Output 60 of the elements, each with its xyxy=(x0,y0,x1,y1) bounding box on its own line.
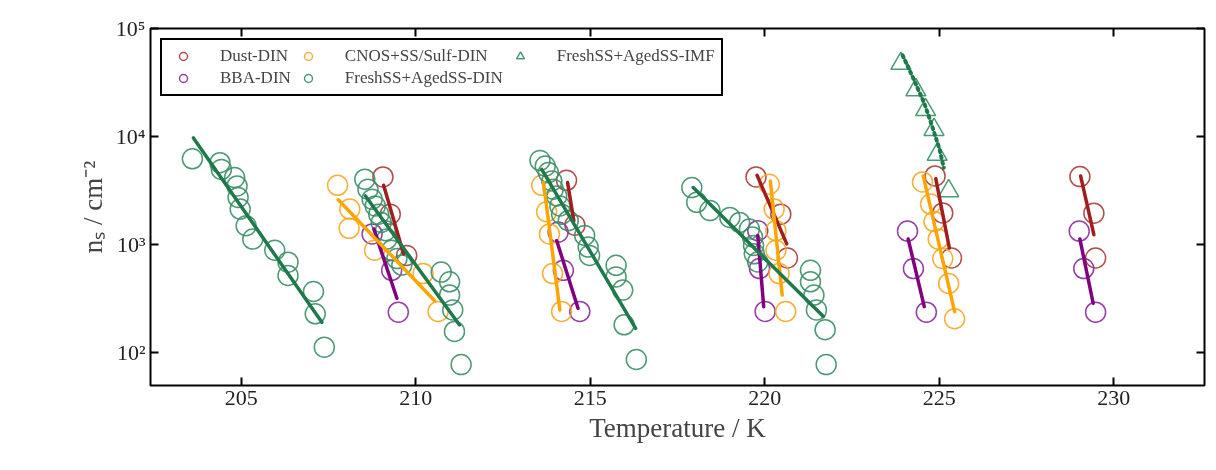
point xyxy=(1084,301,1107,323)
point xyxy=(747,219,769,242)
point xyxy=(1084,247,1107,269)
point xyxy=(937,272,960,295)
legend-label: BBA-DIN xyxy=(220,68,291,88)
y-tick-label: 10⁵ xyxy=(115,16,146,41)
x-tick-label: 205 xyxy=(224,384,258,410)
point xyxy=(774,300,797,323)
point xyxy=(538,223,561,245)
x-tick-label: 215 xyxy=(573,384,607,410)
point xyxy=(547,221,569,243)
point xyxy=(1069,165,1091,188)
point xyxy=(569,300,591,323)
point xyxy=(339,198,361,220)
x-tick-label: 210 xyxy=(399,384,433,410)
x-tick-label: 220 xyxy=(748,384,782,410)
point xyxy=(754,300,776,323)
point xyxy=(535,201,558,223)
y-tick-label: 10³ xyxy=(116,232,146,258)
point xyxy=(387,301,410,323)
point xyxy=(326,174,349,197)
point xyxy=(363,239,386,261)
point xyxy=(770,203,792,225)
point xyxy=(361,223,383,245)
point xyxy=(765,239,787,261)
point xyxy=(902,257,925,280)
y-tick-label: 10² xyxy=(116,340,146,366)
point xyxy=(911,171,934,193)
point xyxy=(395,244,418,267)
point xyxy=(412,262,434,285)
point xyxy=(564,214,586,236)
point xyxy=(555,169,578,192)
y-tick-label: 10⁴ xyxy=(115,124,146,150)
point xyxy=(758,173,781,195)
point xyxy=(1083,202,1105,224)
point xyxy=(748,257,771,280)
legend-label: CNOS+SS/Sulf-DIN xyxy=(344,46,488,66)
point xyxy=(768,262,790,285)
legend-label: Dust-DIN xyxy=(220,46,288,66)
x-tick-label: 225 xyxy=(922,384,956,410)
point xyxy=(932,202,954,224)
point xyxy=(745,166,767,188)
point xyxy=(932,247,954,270)
point xyxy=(1068,220,1090,242)
point xyxy=(1072,257,1095,280)
legend-label: FreshSS+AgedSS-DIN xyxy=(344,68,503,88)
point xyxy=(765,219,787,242)
point xyxy=(896,220,919,242)
point xyxy=(338,217,360,240)
point xyxy=(372,166,394,188)
point xyxy=(915,301,938,323)
point xyxy=(541,262,564,285)
y-axis-title: nₛ / cm⁻² xyxy=(77,160,108,254)
x-tick-label: 230 xyxy=(1097,384,1131,410)
legend-label: FreshSS+AgedSS-IMF xyxy=(556,46,715,66)
point xyxy=(763,198,785,220)
point xyxy=(924,165,946,187)
point xyxy=(943,308,966,330)
point xyxy=(550,300,573,323)
x-axis-title: Temperature / K xyxy=(589,412,767,443)
